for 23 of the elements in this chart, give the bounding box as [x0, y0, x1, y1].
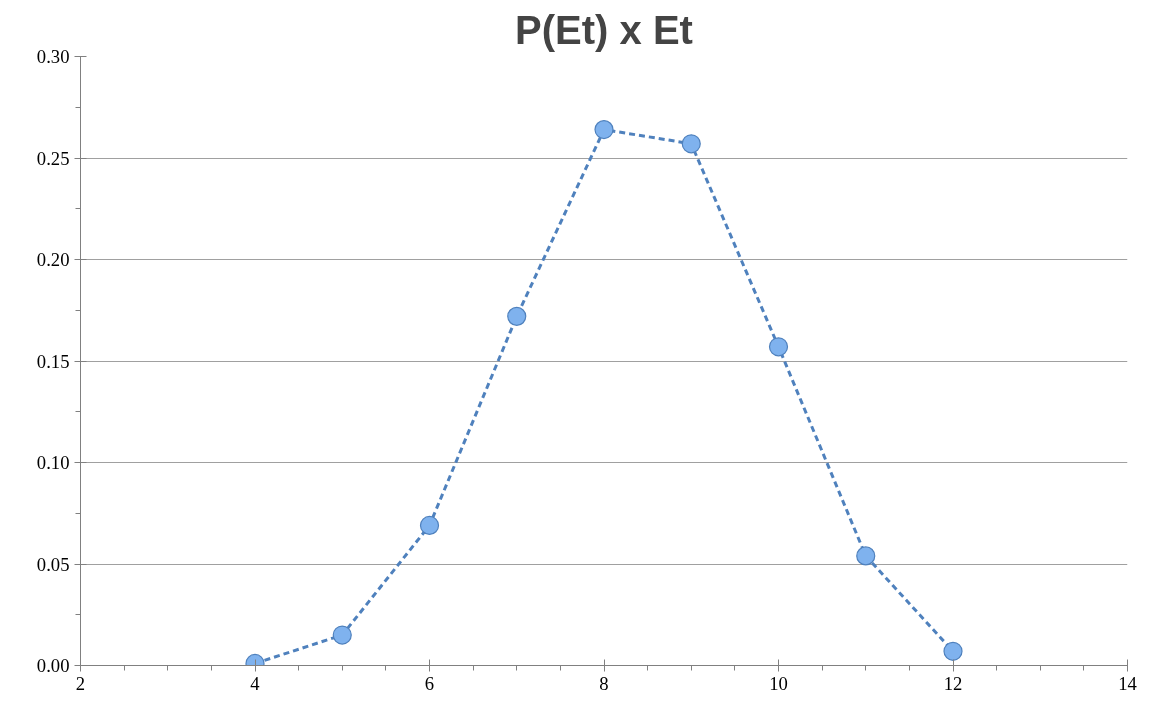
point [332, 625, 352, 645]
y-tick-label: 0.25 [36, 147, 70, 169]
x-tick-label: 4 [250, 672, 261, 694]
x-tick-label: 12 [943, 672, 963, 694]
x-tick-label: 2 [75, 672, 86, 694]
y-tick-label: 0.10 [36, 452, 70, 473]
x-tick-label: 10 [769, 672, 788, 694]
point [943, 641, 963, 661]
chart-title: P(Et) x Et [515, 7, 693, 52]
y-tick-label: 0.05 [36, 553, 70, 575]
x-tick-label: 14 [1118, 672, 1138, 694]
point [594, 120, 614, 140]
point [419, 515, 440, 536]
point [681, 134, 701, 154]
point [768, 337, 789, 357]
y-tick-label: 0.30 [36, 46, 70, 67]
y-tick-label: 0.15 [36, 350, 70, 372]
point [856, 546, 876, 566]
point [507, 306, 527, 326]
y-tick-label: 0.20 [36, 249, 70, 270]
x-tick-label: 8 [599, 672, 609, 694]
x-tick-label: 6 [424, 672, 435, 694]
y-tick-label: 0.00 [36, 655, 70, 676]
